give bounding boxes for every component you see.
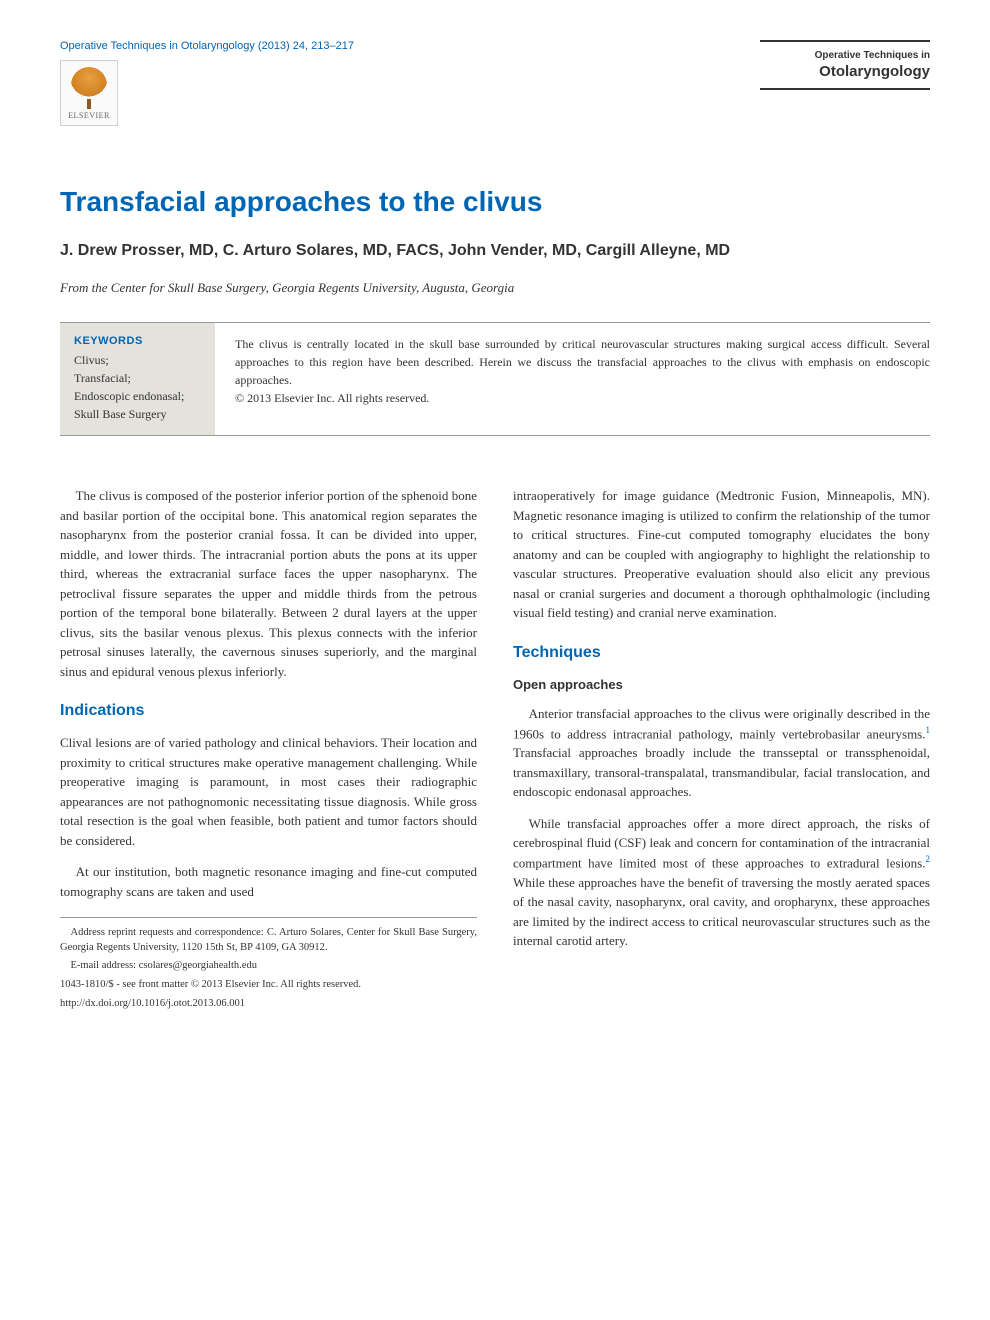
journal-brand: Operative Techniques in Otolaryngology	[760, 40, 930, 90]
abstract-text: The clivus is centrally located in the s…	[235, 323, 930, 435]
correspondence-email[interactable]: csolares@georgiahealth.edu	[139, 960, 257, 971]
abstract-copyright: © 2013 Elsevier Inc. All rights reserved…	[235, 391, 429, 405]
journal-name-line2: Otolaryngology	[760, 63, 930, 80]
citation-ref-1[interactable]: 1	[926, 725, 931, 735]
keywords-box: KEYWORDS Clivus; Transfacial; Endoscopic…	[60, 323, 215, 435]
article-title: Transfacial approaches to the clivus	[60, 186, 930, 218]
abstract-body: The clivus is centrally located in the s…	[235, 337, 930, 387]
footnotes: Address reprint requests and corresponde…	[60, 917, 477, 1011]
elsevier-logo: ELSEVIER	[60, 60, 118, 126]
doi-link[interactable]: http://dx.doi.org/10.1016/j.otot.2013.06…	[60, 997, 477, 1012]
journal-name-line1: Operative Techniques in	[760, 50, 930, 61]
keyword-item: Skull Base Surgery	[74, 405, 201, 423]
open-p1: Anterior transfacial approaches to the c…	[513, 704, 930, 802]
author-list: J. Drew Prosser, MD, C. Arturo Solares, …	[60, 242, 930, 260]
header-left: Operative Techniques in Otolaryngology (…	[60, 40, 354, 126]
section-heading-indications: Indications	[60, 699, 477, 723]
page-header: Operative Techniques in Otolaryngology (…	[60, 40, 930, 126]
keywords-heading: KEYWORDS	[74, 335, 201, 347]
elsevier-tree-icon	[71, 67, 107, 103]
intro-paragraph: The clivus is composed of the posterior …	[60, 486, 477, 681]
keywords-list: Clivus; Transfacial; Endoscopic endonasa…	[74, 351, 201, 423]
open-p2: While transfacial approaches offer a mor…	[513, 814, 930, 951]
article-body: The clivus is composed of the posterior …	[60, 486, 930, 1015]
keyword-item: Endoscopic endonasal;	[74, 387, 201, 405]
publisher-block: Operative Techniques in Otolaryngology (…	[60, 40, 354, 126]
subsection-heading-open: Open approaches	[513, 675, 930, 695]
abstract-block: KEYWORDS Clivus; Transfacial; Endoscopic…	[60, 322, 930, 436]
section-heading-techniques: Techniques	[513, 641, 930, 665]
affiliation: From the Center for Skull Base Surgery, …	[60, 280, 930, 296]
keyword-item: Transfacial;	[74, 369, 201, 387]
email-line: E-mail address: csolares@georgiahealth.e…	[60, 959, 477, 974]
indications-p3: intraoperatively for image guidance (Med…	[513, 486, 930, 623]
indications-p2: At our institution, both magnetic resona…	[60, 862, 477, 901]
journal-citation: Operative Techniques in Otolaryngology (…	[60, 40, 354, 52]
citation-ref-2[interactable]: 2	[926, 854, 931, 864]
issn-line: 1043-1810/$ - see front matter © 2013 El…	[60, 978, 477, 993]
indications-p1: Clival lesions are of varied pathology a…	[60, 733, 477, 850]
publisher-name: ELSEVIER	[68, 111, 110, 120]
correspondence-note: Address reprint requests and corresponde…	[60, 926, 477, 955]
keyword-item: Clivus;	[74, 351, 201, 369]
